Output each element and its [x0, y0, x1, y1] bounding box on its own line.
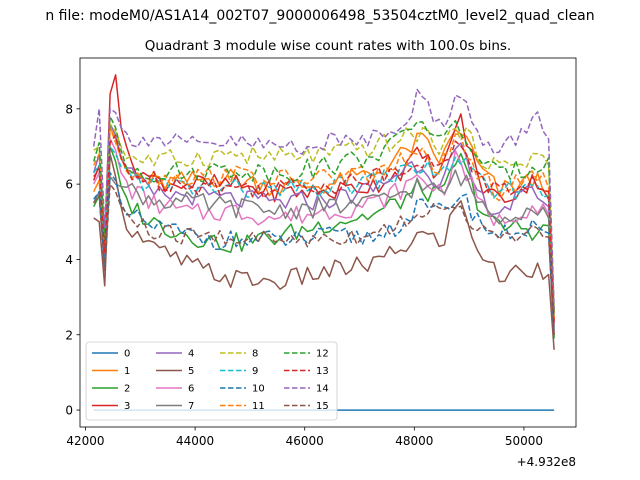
legend-label-7: 7 [188, 401, 194, 412]
figure-suptitle: n file: modeM0/AS1A14_002T07_9000006498_… [45, 8, 594, 24]
axes: 42000 44000 46000 48000 50000 0 2 4 6 8 [65, 57, 577, 448]
series-line-2 [93, 145, 555, 339]
series-line-7 [93, 169, 555, 335]
legend-label-6: 6 [188, 384, 194, 395]
series-line-13 [93, 134, 555, 324]
plot-area [92, 74, 555, 411]
legend-label-2: 2 [124, 384, 130, 395]
series-line-11 [93, 126, 555, 320]
legend-label-14: 14 [316, 384, 329, 395]
x-tick-label: 46000 [286, 434, 324, 448]
y-tick-label: 6 [65, 178, 73, 192]
legend-label-13: 13 [316, 366, 329, 377]
y-tick-label: 0 [65, 404, 73, 418]
series-line-6 [93, 138, 555, 332]
x-tick-label: 48000 [395, 434, 433, 448]
series-line-8 [93, 123, 555, 309]
legend-label-9: 9 [252, 366, 258, 377]
series-line-1 [93, 126, 555, 316]
legend-label-0: 0 [124, 349, 130, 360]
x-axis-offset-label: +4.932e8 [517, 455, 576, 469]
axes-frame [79, 57, 577, 428]
series-line-5 [93, 153, 555, 350]
legend-label-1: 1 [124, 366, 130, 377]
series-line-12 [92, 115, 555, 313]
y-tick-label: 4 [65, 253, 73, 267]
legend-label-5: 5 [188, 366, 194, 377]
series-line-10 [93, 172, 555, 335]
legend-label-10: 10 [252, 384, 265, 395]
x-tick-label: 44000 [176, 434, 214, 448]
x-tick-label: 42000 [66, 434, 104, 448]
y-tick-label: 8 [65, 102, 73, 116]
legend-label-12: 12 [316, 349, 329, 360]
legend-label-11: 11 [252, 401, 265, 412]
chart-title: Quadrant 3 module wise count rates with … [145, 38, 511, 54]
legend-label-3: 3 [124, 401, 130, 412]
series-line-14 [92, 88, 555, 309]
legend-label-4: 4 [188, 349, 194, 360]
legend-box [85, 341, 338, 421]
legend-label-8: 8 [252, 349, 258, 360]
x-tick-label: 50000 [505, 434, 543, 448]
legend-label-15: 15 [316, 401, 329, 412]
y-tick-label: 2 [65, 328, 73, 342]
series-line-15 [93, 183, 555, 335]
